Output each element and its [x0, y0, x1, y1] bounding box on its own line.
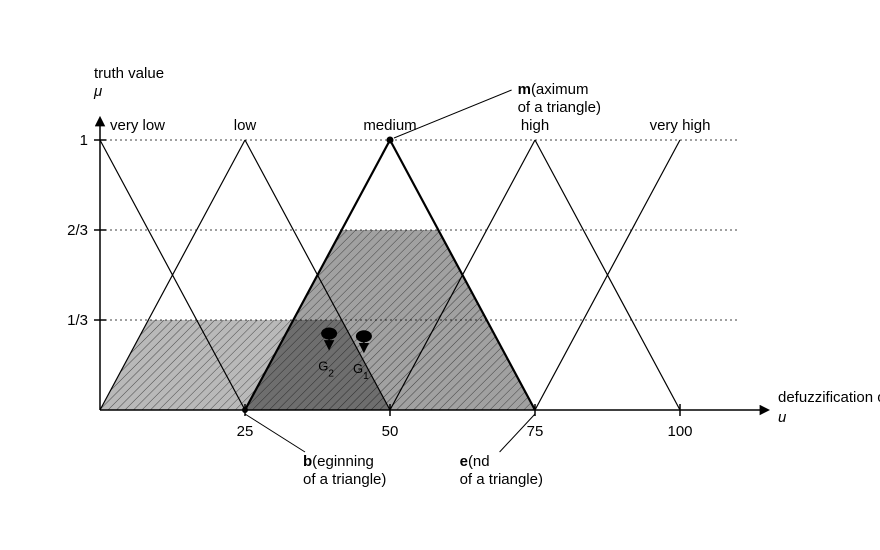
svg-text:25: 25	[237, 423, 254, 440]
svg-text:50: 50	[382, 423, 399, 440]
b-dot	[242, 407, 248, 413]
fuzzy-defuzzification-diagram: very low low medium high very high 1/3 2/3 1 25 5…	[0, 0, 880, 550]
svg-text:m(aximum: m(aximum	[518, 81, 589, 98]
svg-text:of a triangle): of a triangle)	[518, 99, 601, 116]
svg-text:of a triangle): of a triangle)	[303, 471, 386, 488]
svg-text:very low: very low	[110, 117, 165, 134]
annotation-b: b(eginningof a triangle)	[245, 414, 386, 488]
svg-text:100: 100	[667, 423, 692, 440]
fuzzyset-very-high: very high	[535, 117, 710, 410]
svg-text:e(nd: e(nd	[460, 453, 490, 470]
svg-text:of a triangle): of a triangle)	[460, 471, 543, 488]
svg-text:medium: medium	[363, 117, 416, 134]
medium-peak-dot	[387, 137, 394, 144]
svg-text:μ: μ	[93, 83, 102, 100]
svg-text:very high: very high	[650, 117, 711, 134]
svg-text:u: u	[778, 409, 787, 426]
svg-text:truth value: truth value	[94, 65, 164, 82]
annotation-m: m(aximumof a triangle)	[394, 81, 601, 138]
svg-text:75: 75	[527, 423, 544, 440]
svg-text:b(eginning: b(eginning	[303, 453, 374, 470]
svg-text:2/3: 2/3	[67, 222, 88, 239]
svg-text:defuzzification output: defuzzification output	[778, 389, 880, 406]
svg-text:low: low	[234, 117, 257, 134]
svg-text:high: high	[521, 117, 549, 134]
svg-text:1: 1	[80, 132, 88, 149]
svg-text:1/3: 1/3	[67, 312, 88, 329]
